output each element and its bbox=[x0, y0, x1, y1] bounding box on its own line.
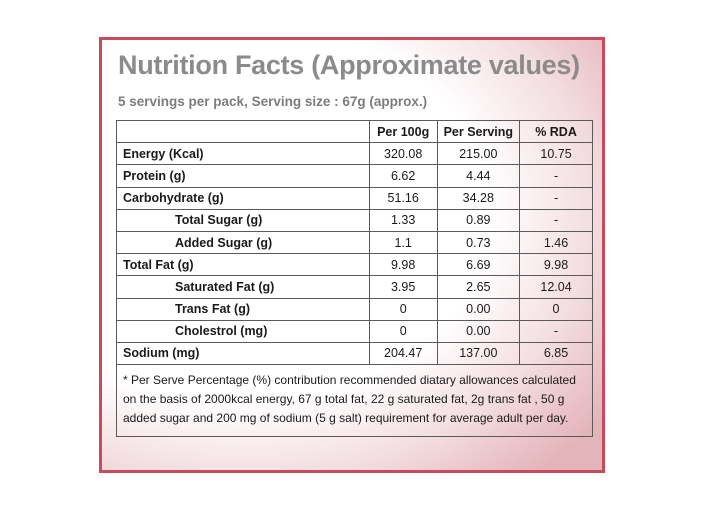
per-serving-value: 0.73 bbox=[436, 230, 521, 255]
rda-footnote: * Per Serve Percentage (%) contribution … bbox=[116, 364, 593, 438]
table-row: Protein (g) 6.62 4.44 - bbox=[116, 164, 593, 188]
header-per-serving: Per Serving bbox=[436, 119, 521, 144]
per-serving-value: 4.44 bbox=[436, 164, 521, 188]
rda-value: - bbox=[519, 208, 593, 232]
per-100g-value: 1.33 bbox=[368, 208, 438, 232]
per-serving-value: 6.69 bbox=[436, 253, 521, 277]
per-serving-value: 2.65 bbox=[436, 275, 521, 299]
table-row: Added Sugar (g) 1.1 0.73 1.46 bbox=[116, 230, 593, 255]
rda-value: - bbox=[519, 164, 593, 188]
per-100g-value: 6.62 bbox=[368, 164, 438, 188]
table-row: Trans Fat (g) 0 0.00 0 bbox=[116, 297, 593, 321]
table-row: Total Fat (g) 9.98 6.69 9.98 bbox=[116, 253, 593, 277]
nutrient-label: Carbohydrate (g) bbox=[116, 186, 370, 210]
per-100g-value: 0 bbox=[368, 319, 438, 343]
per-serving-value: 137.00 bbox=[436, 341, 521, 366]
rda-value: 6.85 bbox=[519, 341, 593, 366]
rda-value: - bbox=[519, 319, 593, 343]
per-serving-value: 0.00 bbox=[436, 319, 521, 343]
table-row: Cholestrol (mg) 0 0.00 - bbox=[116, 319, 593, 343]
footnote-row: * Per Serve Percentage (%) contribution … bbox=[116, 364, 593, 438]
rda-value: 9.98 bbox=[519, 253, 593, 277]
nutrient-label: Protein (g) bbox=[116, 164, 370, 188]
table-header-row: Per 100g Per Serving % RDA bbox=[116, 119, 593, 144]
nutrient-label: Added Sugar (g) bbox=[116, 230, 370, 255]
per-100g-value: 3.95 bbox=[368, 275, 438, 299]
table-row: Sodium (mg) 204.47 137.00 6.85 bbox=[116, 341, 593, 366]
per-100g-value: 0 bbox=[368, 297, 438, 321]
per-100g-value: 9.98 bbox=[368, 253, 438, 277]
table-row: Carbohydrate (g) 51.16 34.28 - bbox=[116, 186, 593, 210]
header-per-100g: Per 100g bbox=[368, 119, 438, 144]
rda-value: 12.04 bbox=[519, 275, 593, 299]
rda-value: 10.75 bbox=[519, 142, 593, 166]
rda-value: 0 bbox=[519, 297, 593, 321]
table-row: Saturated Fat (g) 3.95 2.65 12.04 bbox=[116, 275, 593, 299]
per-serving-value: 0.89 bbox=[436, 208, 521, 232]
per-100g-value: 1.1 bbox=[368, 230, 438, 255]
serving-info: 5 servings per pack, Serving size : 67g … bbox=[118, 94, 428, 109]
nutrient-label: Energy (Kcal) bbox=[116, 142, 370, 166]
nutrient-label: Total Sugar (g) bbox=[116, 208, 370, 232]
nutrient-label: Sodium (mg) bbox=[116, 341, 370, 366]
nutrient-label: Saturated Fat (g) bbox=[116, 275, 370, 299]
per-serving-value: 34.28 bbox=[436, 186, 521, 210]
nutrient-label: Total Fat (g) bbox=[116, 253, 370, 277]
header-rda: % RDA bbox=[519, 119, 593, 144]
nutrition-table: Per 100g Per Serving % RDA Energy (Kcal)… bbox=[116, 119, 593, 438]
per-serving-value: 0.00 bbox=[436, 297, 521, 321]
rda-value: 1.46 bbox=[519, 230, 593, 255]
per-100g-value: 204.47 bbox=[368, 341, 438, 366]
nutrient-label: Cholestrol (mg) bbox=[116, 319, 370, 343]
header-nutrient bbox=[116, 119, 370, 144]
nutrient-label: Trans Fat (g) bbox=[116, 297, 370, 321]
table-row: Energy (Kcal) 320.08 215.00 10.75 bbox=[116, 142, 593, 166]
panel-title: Nutrition Facts (Approximate values) bbox=[118, 50, 580, 80]
nutrition-facts-panel: Nutrition Facts (Approximate values) 5 s… bbox=[99, 37, 605, 473]
per-100g-value: 51.16 bbox=[368, 186, 438, 210]
per-serving-value: 215.00 bbox=[436, 142, 521, 166]
table-row: Total Sugar (g) 1.33 0.89 - bbox=[116, 208, 593, 232]
rda-value: - bbox=[519, 186, 593, 210]
per-100g-value: 320.08 bbox=[368, 142, 438, 166]
